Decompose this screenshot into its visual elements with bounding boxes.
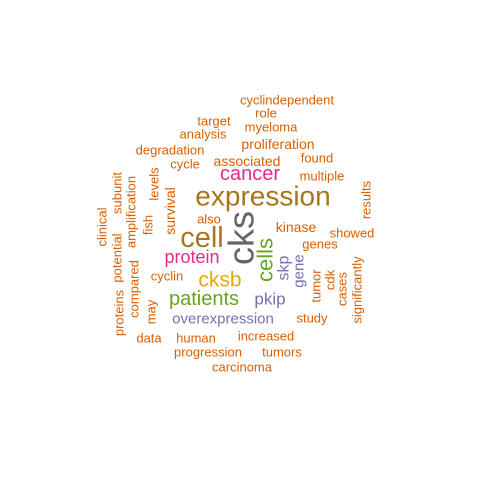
word-clinical: clinical: [95, 207, 110, 246]
word-proliferation: proliferation: [241, 136, 314, 152]
word-may: may: [144, 299, 159, 324]
word-cancer: cancer: [220, 163, 280, 185]
word-tumors: tumors: [262, 345, 302, 360]
word-fish: fish: [141, 215, 156, 235]
word-degradation: degradation: [136, 143, 205, 158]
word-genes: genes: [302, 237, 338, 252]
word-cdk: cdk: [323, 269, 338, 290]
word-skp: skp: [276, 255, 293, 280]
word-role: role: [255, 106, 277, 121]
word-compared: compared: [127, 260, 142, 318]
word-levels: levels: [147, 167, 162, 201]
word-cases: cases: [335, 272, 350, 306]
word-gene: gene: [291, 254, 308, 287]
word-cks: cks: [221, 211, 262, 265]
word-human: human: [176, 331, 216, 346]
word-cells: cells: [253, 238, 278, 282]
word-showed: showed: [330, 226, 375, 241]
word-study: study: [296, 311, 328, 326]
word-cyclin: cyclin: [151, 269, 184, 284]
word-expression: expression: [195, 181, 330, 212]
word-results: results: [359, 180, 374, 219]
word-also: also: [197, 212, 221, 227]
word-target: target: [197, 114, 231, 129]
word-progression: progression: [174, 345, 242, 360]
word-multiple: multiple: [300, 169, 345, 184]
word-kinase: kinase: [276, 219, 317, 235]
word-protein: protein: [164, 247, 219, 267]
word-myeloma: myeloma: [245, 120, 299, 135]
word-amplification: amplification: [124, 176, 139, 248]
word-potential: potential: [110, 233, 125, 282]
word-overexpression: overexpression: [172, 311, 274, 328]
word-increased: increased: [238, 329, 294, 344]
word-carcinoma: carcinoma: [212, 360, 273, 375]
word-patients: patients: [169, 288, 239, 310]
word-data: data: [136, 331, 162, 346]
word-pkip: pkip: [254, 290, 285, 309]
word-significantly: significantly: [350, 256, 365, 324]
word-associated: associated: [214, 153, 281, 169]
word-proteins: proteins: [112, 289, 127, 336]
word-cycle: cycle: [170, 157, 200, 172]
word-subunit: subunit: [110, 172, 125, 214]
word-analysis: analysis: [180, 127, 227, 142]
word-survival: survival: [162, 187, 178, 234]
word-cksb: cksb: [198, 269, 241, 292]
word-tumor: tumor: [309, 269, 324, 303]
word-cell: cell: [180, 222, 224, 254]
word-found: found: [301, 151, 334, 166]
word-cyclindependent: cyclindependent: [240, 93, 334, 108]
